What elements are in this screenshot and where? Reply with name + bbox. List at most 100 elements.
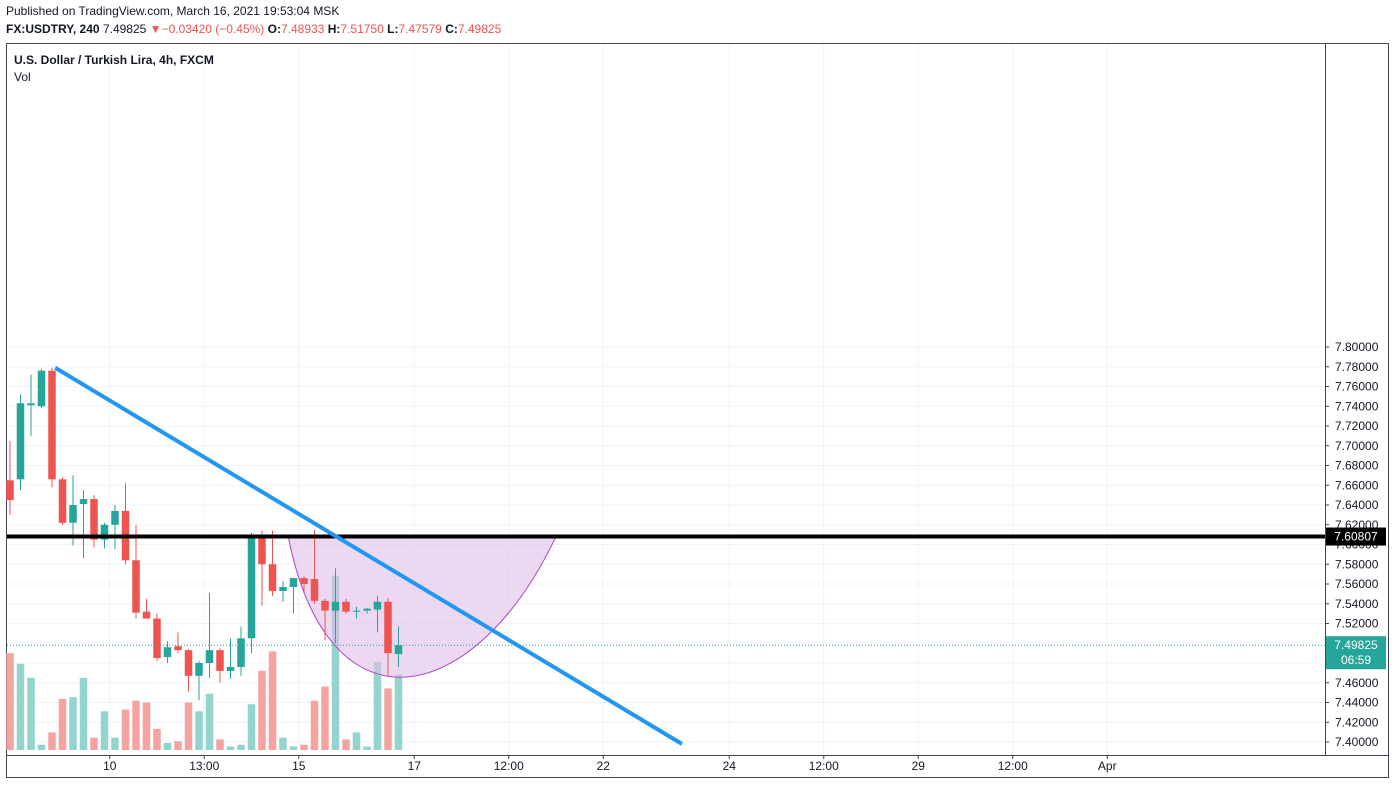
x-tick-label: Apr xyxy=(1098,759,1117,773)
cup-pattern-shape[interactable] xyxy=(287,536,557,678)
candle-body[interactable] xyxy=(37,370,46,407)
x-tick-label: 10 xyxy=(103,759,117,773)
candle-body[interactable] xyxy=(237,638,245,667)
x-tick-label: 24 xyxy=(723,759,737,773)
candle-body[interactable] xyxy=(394,645,403,655)
volume-bar xyxy=(58,698,67,750)
y-tick-label: 7.56000 xyxy=(1335,577,1379,591)
x-tick-label: 12:00 xyxy=(494,759,524,773)
volume-bar xyxy=(237,744,245,750)
volume-bar xyxy=(6,653,14,750)
y-tick-label: 7.64000 xyxy=(1335,498,1379,512)
volume-bar xyxy=(195,711,203,750)
high-value: 7.51750 xyxy=(340,22,384,36)
y-tick-label: 7.70000 xyxy=(1335,439,1379,453)
volume-bar xyxy=(90,737,98,750)
volume-bar xyxy=(394,674,403,750)
symbol-label[interactable]: FX:USDTRY, 240 xyxy=(6,22,100,36)
candle-body[interactable] xyxy=(352,610,361,612)
volume-bar xyxy=(247,704,256,750)
candle-body[interactable] xyxy=(205,650,214,663)
y-tick-label: 7.74000 xyxy=(1335,399,1379,413)
volume-bar xyxy=(132,700,140,750)
candle-body[interactable] xyxy=(331,601,340,611)
volume-bar xyxy=(310,700,319,750)
candle-body[interactable] xyxy=(289,578,298,587)
candle-body[interactable] xyxy=(195,663,203,676)
y-tick-label: 7.40000 xyxy=(1335,735,1379,749)
x-tick-label: 15 xyxy=(292,759,306,773)
y-tick-label: 7.78000 xyxy=(1335,360,1379,374)
candle-body[interactable] xyxy=(310,579,319,601)
volume-bar xyxy=(27,677,35,750)
candle-body[interactable] xyxy=(258,534,266,565)
y-tick-label: 7.72000 xyxy=(1335,419,1379,433)
volume-label: Vol xyxy=(14,70,31,84)
candle-body[interactable] xyxy=(48,370,56,480)
candle-body[interactable] xyxy=(142,611,151,619)
candle-body[interactable] xyxy=(342,601,350,612)
last-price-tag xyxy=(1326,636,1386,670)
volume-bar xyxy=(331,575,340,750)
candle-body[interactable] xyxy=(174,646,182,651)
open-label: O: xyxy=(267,22,281,36)
y-tick-label: 7.54000 xyxy=(1335,597,1379,611)
x-tick-label: 29 xyxy=(912,759,926,773)
volume-bar xyxy=(268,651,277,750)
volume-bar xyxy=(100,711,109,750)
published-caption: Published on TradingView.com, March 16, … xyxy=(6,4,340,18)
candle-body[interactable] xyxy=(153,618,161,659)
change-arrow-icon: ▼ xyxy=(149,22,162,36)
volume-bar xyxy=(342,739,350,750)
candle-body[interactable] xyxy=(216,650,224,671)
candle-body[interactable] xyxy=(184,650,193,676)
volume-bar xyxy=(79,677,88,750)
close-value: 7.49825 xyxy=(457,22,502,36)
x-tick-label: 12:00 xyxy=(809,759,839,773)
candle-body[interactable] xyxy=(247,534,256,639)
candle-body[interactable] xyxy=(268,564,277,591)
candle-body[interactable] xyxy=(16,403,25,480)
volume-bar xyxy=(373,662,382,750)
volume-bar xyxy=(363,746,371,750)
volume-bar xyxy=(279,737,287,750)
volume-bar xyxy=(142,702,151,750)
candle-body[interactable] xyxy=(132,560,140,613)
candle-body[interactable] xyxy=(6,480,14,501)
candle-body[interactable] xyxy=(279,586,287,591)
candle-body[interactable] xyxy=(363,608,371,611)
y-tick-label: 7.58000 xyxy=(1335,557,1379,571)
candle-body[interactable] xyxy=(226,666,235,671)
volume-bar xyxy=(384,688,392,750)
ohlc-legend: FX:USDTRY, 240 7.49825 ▼−0.03420 (−0.45%… xyxy=(6,22,501,36)
candle-body[interactable] xyxy=(321,600,329,611)
y-tick-label: 7.44000 xyxy=(1335,696,1379,710)
volume-bar xyxy=(37,744,46,750)
candle-body[interactable] xyxy=(90,499,98,540)
candle-body[interactable] xyxy=(300,578,308,584)
volume-bar xyxy=(111,737,119,750)
low-label: L: xyxy=(387,22,399,36)
chart-frame[interactable] xyxy=(6,43,1389,778)
volume-bar xyxy=(163,742,172,750)
candle-body[interactable] xyxy=(69,505,77,523)
volume-bar xyxy=(205,693,214,750)
y-tick-label: 7.76000 xyxy=(1335,380,1379,394)
candle-body[interactable] xyxy=(79,499,88,505)
candle-body[interactable] xyxy=(100,524,109,540)
candle-body[interactable] xyxy=(373,601,382,610)
volume-bar xyxy=(300,744,308,750)
candle-body[interactable] xyxy=(111,510,119,525)
y-tick-label: 7.42000 xyxy=(1335,715,1379,729)
volume-bar xyxy=(69,697,77,750)
candle-body[interactable] xyxy=(27,403,35,406)
volume-bar xyxy=(216,739,224,750)
y-tick-label: 7.46000 xyxy=(1335,676,1379,690)
candle-body[interactable] xyxy=(163,647,172,658)
open-value: 7.48933 xyxy=(281,22,325,36)
trend-line[interactable] xyxy=(54,366,684,746)
candle-body[interactable] xyxy=(58,479,67,523)
last-price-value: 7.49825 xyxy=(102,22,147,36)
candle-body[interactable] xyxy=(384,601,392,654)
